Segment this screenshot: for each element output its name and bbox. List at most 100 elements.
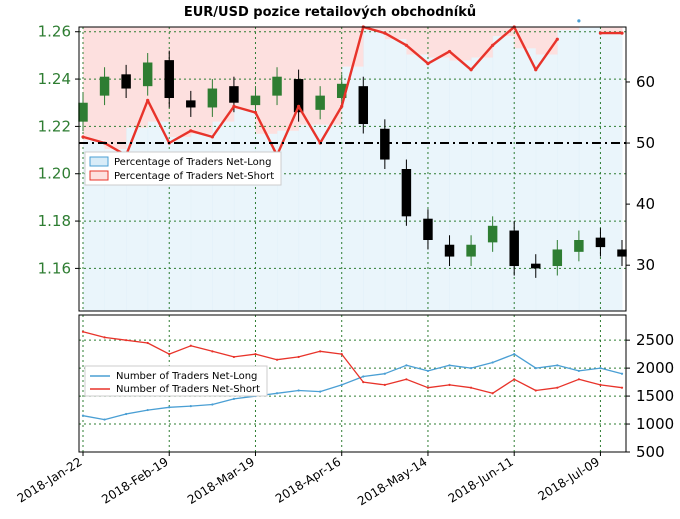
sentiment-fill-upper [600, 27, 623, 34]
price-candle-body [617, 249, 627, 257]
legend-swatch-net-short [89, 170, 109, 181]
sentiment-fill-upper [147, 27, 170, 122]
sentiment-fill-lower [341, 66, 364, 312]
price-tick-label: 1.18 [38, 212, 71, 230]
count-point [362, 381, 365, 384]
price-candle-body [423, 218, 433, 240]
price-candle-body [336, 83, 347, 98]
count-point [513, 353, 516, 356]
sentiment-fill-lower [212, 121, 235, 312]
sentiment-fill-upper [341, 27, 364, 67]
legend-label-pct-net-long: Percentage of Traders Net-Long [114, 157, 272, 168]
top-legend-box [84, 151, 282, 186]
percentage-tick-label: 30 [636, 256, 655, 274]
count-tick-label: 1500 [636, 387, 674, 405]
count-point [168, 353, 171, 356]
price-candle-body [250, 95, 261, 106]
sentiment-fill-upper [320, 27, 343, 125]
count-point [103, 418, 106, 421]
count-point [297, 355, 300, 359]
price-tick-label: 1.16 [38, 259, 71, 277]
pct-point [297, 104, 301, 108]
sentiment-fill-lower [557, 30, 580, 311]
price-tick-label: 1.26 [38, 23, 71, 41]
count-point [426, 369, 430, 373]
sentiment-fill-upper [104, 27, 127, 150]
sentiment-fill-lower [298, 124, 321, 311]
sentiment-fill-lower [578, 27, 601, 311]
sentiment-fill-lower [147, 121, 170, 312]
percentage-tick-label: 60 [636, 73, 655, 91]
pct-point [534, 68, 538, 72]
legend-label-count-net-short: Number of Traders Net-Short [116, 384, 260, 395]
sentiment-fill-upper [427, 27, 451, 58]
legend-label-count-net-long: Number of Traders Net-Long [116, 371, 257, 382]
date-tick-label: 2018-Apr-16 [273, 455, 343, 506]
price-candle-body [401, 169, 412, 217]
sentiment-fill-upper [535, 27, 558, 55]
count-point [340, 353, 343, 356]
price-candle-body [78, 102, 88, 122]
pct-point [577, 19, 581, 23]
count-tick-label: 2000 [636, 359, 674, 377]
sentiment-fill-upper [126, 27, 149, 128]
count-point [319, 350, 322, 353]
legend-swatch-net-long [89, 156, 109, 167]
price-candle-body [272, 76, 282, 96]
count-tick-label: 1000 [636, 415, 674, 433]
sentiment-fill-lower [449, 60, 472, 311]
count-point [189, 344, 192, 347]
trader-count-panel: 500 1000 1500 2000 2500 Number of Traders Ne… [78, 314, 674, 461]
sentiment-fill-upper [557, 27, 580, 31]
pct-point [620, 31, 624, 35]
percentage-tick-label: 40 [636, 195, 655, 213]
pct-point [404, 43, 408, 47]
count-tick-label: 500 [636, 443, 665, 461]
price-candle-body [552, 249, 563, 267]
count-axis-ticks: 500 1000 1500 2000 2500 [626, 331, 674, 461]
sentiment-fill-upper [298, 27, 321, 125]
sentiment-fill-upper [406, 27, 429, 55]
count-point [211, 350, 214, 353]
count-point [383, 383, 386, 386]
sentiment-fill-lower [471, 57, 494, 312]
price-candle-body [229, 86, 239, 103]
pct-point [81, 135, 85, 139]
count-point [556, 386, 559, 389]
sentiment-fill-lower [514, 48, 537, 311]
price-candle-body [509, 230, 519, 267]
count-point [232, 355, 236, 359]
pct-point [447, 49, 452, 54]
count-point [599, 383, 602, 386]
pct-point [189, 129, 193, 133]
bottom-legend-box [84, 365, 268, 397]
sentiment-fill-lower [363, 30, 386, 311]
count-point [103, 336, 106, 339]
bottom-legend: Number of Traders Net-Long Number of Tra… [84, 365, 268, 397]
date-tick-label: 2018-Mar-19 [185, 455, 257, 507]
price-candle-body [142, 62, 153, 87]
pct-point [426, 62, 430, 66]
count-point [426, 386, 430, 389]
top-panel-frame [78, 26, 627, 312]
price-axis-ticks: 1.16 1.18 1.20 1.22 1.24 1.26 [38, 23, 79, 277]
date-tick-label: 2018-Jun-11 [446, 455, 516, 506]
sentiment-fill-upper [277, 27, 300, 131]
count-point [383, 372, 386, 375]
sentiment-fill-lower [233, 109, 256, 311]
sentiment-fill-lower [535, 54, 558, 311]
pct-point [555, 37, 559, 41]
price-candle-body [121, 74, 131, 89]
price-candle-body [595, 237, 606, 248]
date-axis-ticks: 2018-Jan-22 2018-Feb-19 2018-Mar-19 2018-Ap… [15, 452, 602, 508]
count-point [534, 389, 537, 392]
price-candle-body [358, 86, 369, 125]
sentiment-fill-upper [492, 27, 515, 37]
price-sentiment-panel: 1.16 1.18 1.20 1.22 1.24 1.26 30 40 50 60 Percen… [38, 19, 655, 312]
count-point [211, 403, 214, 406]
price-candle-body [293, 79, 304, 113]
count-point [491, 361, 494, 364]
sentiment-fill-lower [104, 149, 127, 311]
sentiment-fill-lower [320, 124, 343, 311]
